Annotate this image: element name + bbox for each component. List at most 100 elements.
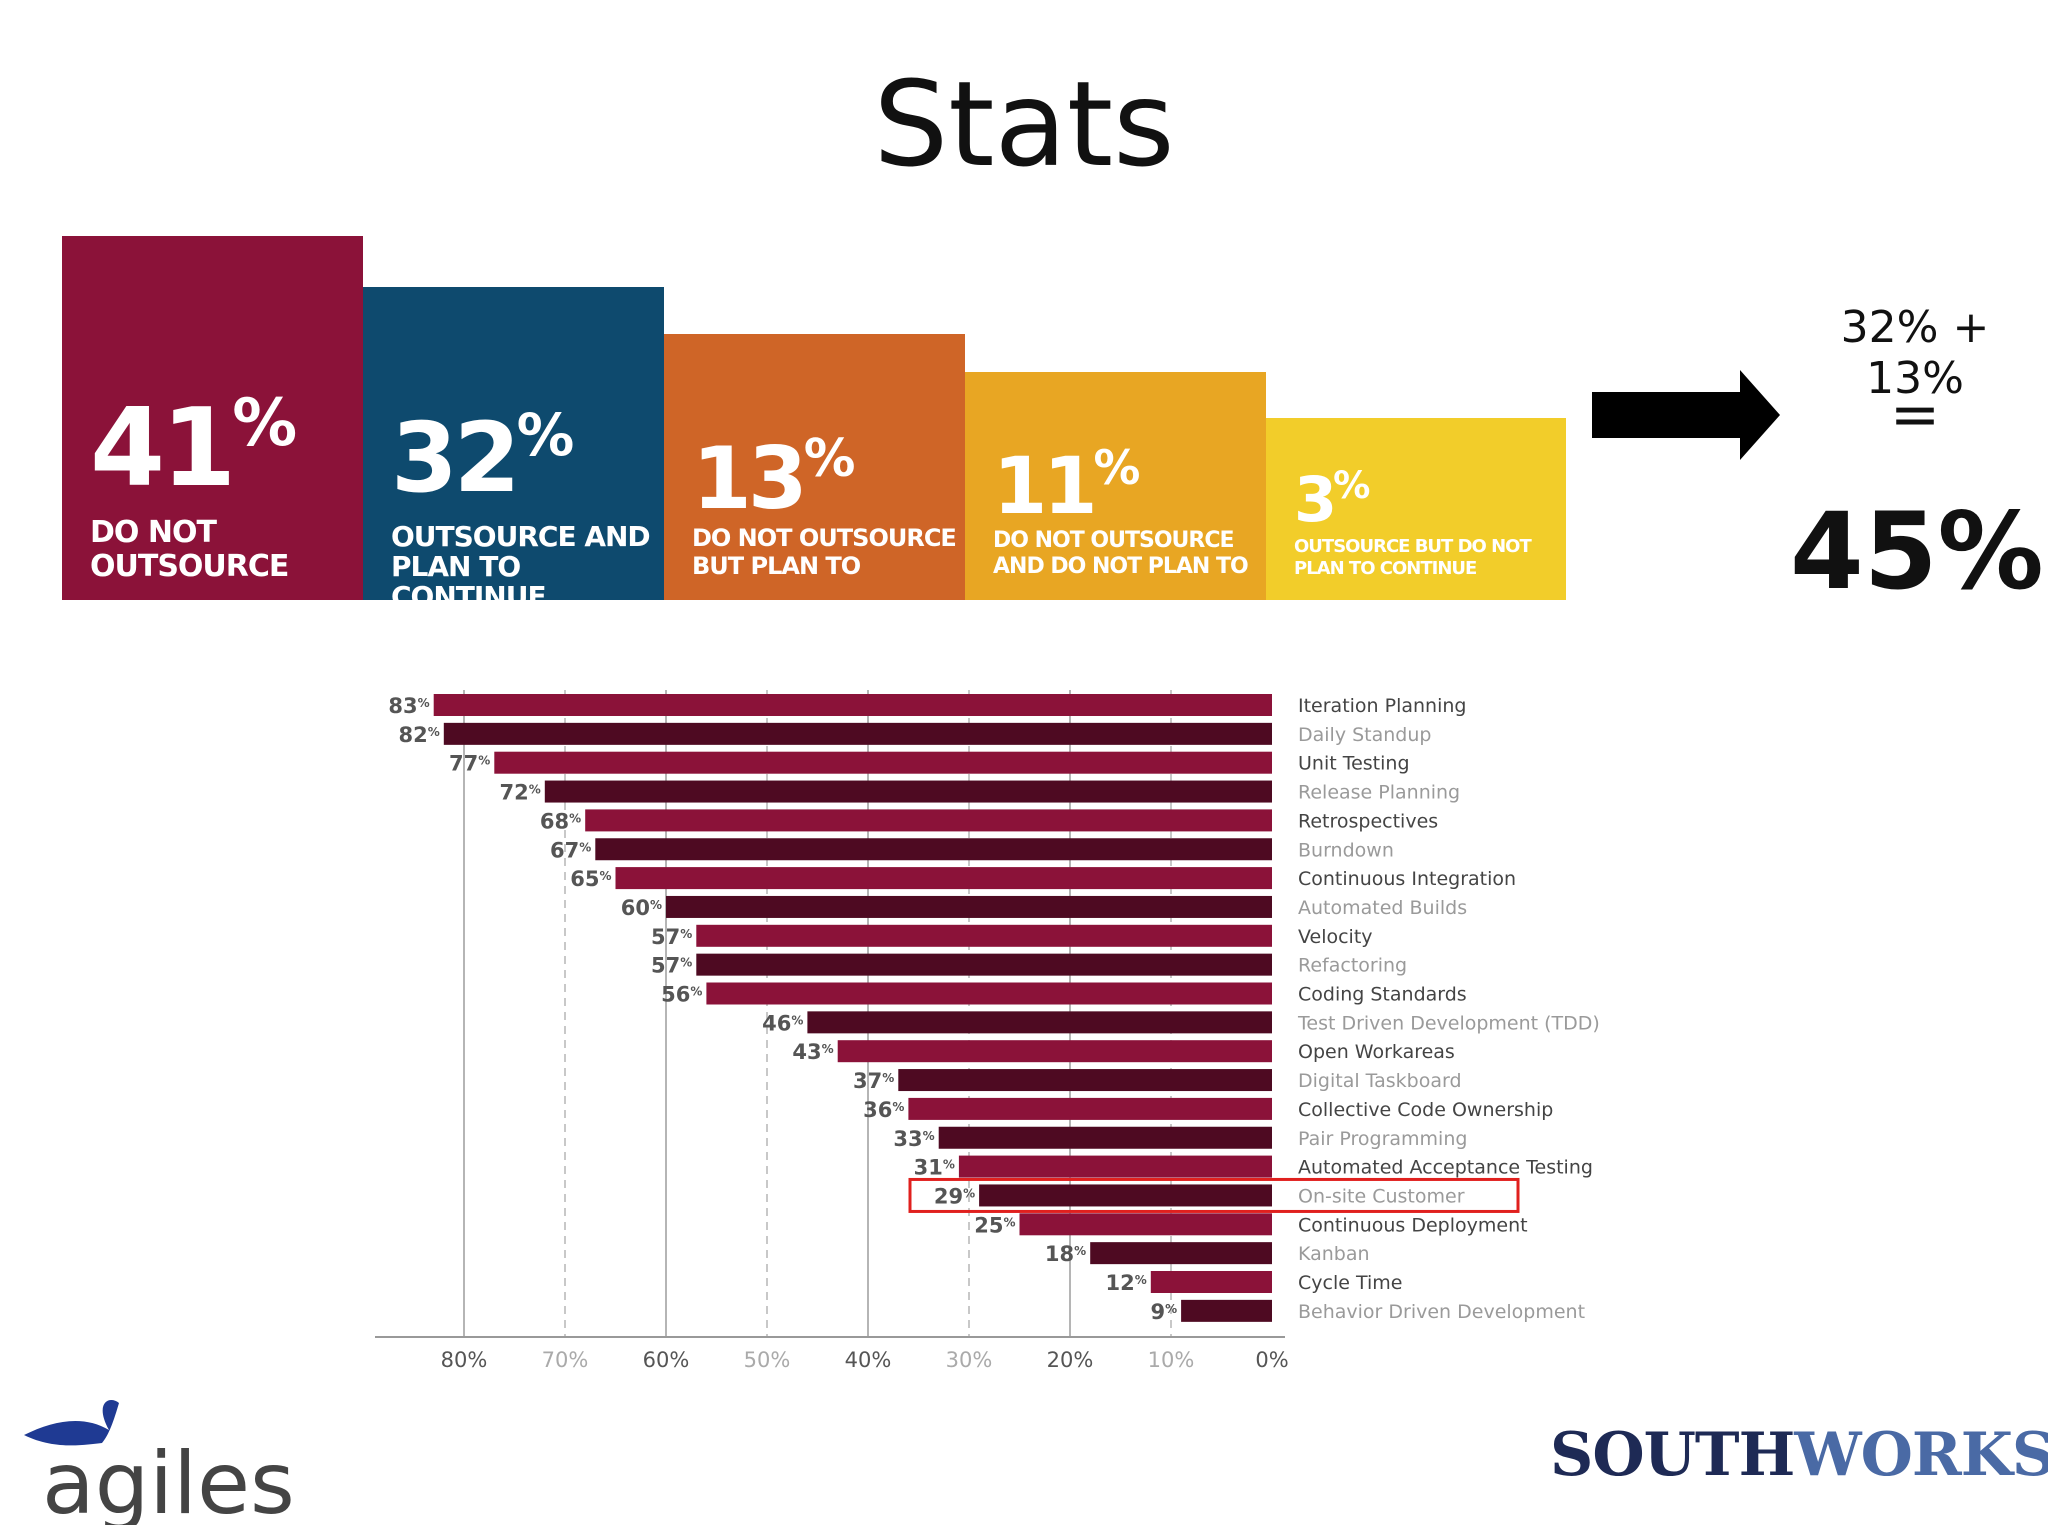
bar <box>433 694 1272 716</box>
bar <box>1181 1299 1272 1322</box>
bar-value-label: 37% <box>853 1069 894 1093</box>
bar-value-label: 9% <box>1150 1300 1177 1324</box>
category-label: Unit Testing <box>1298 753 1410 775</box>
bar-value-label: 33% <box>893 1127 934 1151</box>
bar-value-label: 46% <box>762 1011 803 1035</box>
bar <box>494 751 1272 774</box>
bar <box>585 809 1272 832</box>
bar-value-label: 31% <box>914 1156 955 1180</box>
category-label: Automated Builds <box>1298 897 1467 919</box>
agiles-logo: agiles <box>24 1400 295 1525</box>
axis-tick-label: 20% <box>1047 1348 1094 1372</box>
stat-label: DO NOT OUTSOURCE AND DO NOT PLAN TO <box>993 528 1249 579</box>
category-label: Refactoring <box>1298 955 1407 977</box>
bar-value-label: 83% <box>388 694 429 718</box>
bar-value-label: 57% <box>651 925 692 949</box>
stat-value: 11% <box>993 442 1141 532</box>
bar <box>615 867 1272 890</box>
bar <box>443 722 1272 745</box>
stat-value: 13% <box>692 429 856 529</box>
stat-block-do-not-outsource: 41% DO NOT OUTSOURCE <box>62 236 363 600</box>
bar <box>837 1040 1272 1063</box>
right-arrow-icon <box>1592 370 1780 460</box>
bar <box>938 1126 1272 1149</box>
category-label: Continuous Deployment <box>1298 1214 1528 1236</box>
sum-equals: = <box>1889 380 1941 450</box>
stat-block-plan-to-outsource: 13% DO NOT OUTSOURCE BUT PLAN TO <box>664 334 965 600</box>
bar-value-label: 68% <box>540 809 581 833</box>
bar <box>595 838 1272 861</box>
axis-tick-label: 50% <box>744 1348 791 1372</box>
category-label: Release Planning <box>1298 782 1460 804</box>
stat-label: DO NOT OUTSOURCE BUT PLAN TO <box>692 524 957 580</box>
stat-value: 3% <box>1294 463 1371 536</box>
bar-value-label: 65% <box>570 867 611 891</box>
bar <box>706 982 1272 1005</box>
bar-value-label: 18% <box>1045 1242 1086 1266</box>
bar <box>1090 1242 1272 1265</box>
sum-expression: 32% + 13% <box>1840 302 1990 404</box>
bar-value-label: 12% <box>1106 1271 1147 1295</box>
category-label: Test Driven Development (TDD) <box>1297 1012 1600 1034</box>
bar <box>958 1155 1272 1178</box>
category-label: Iteration Planning <box>1298 695 1466 717</box>
category-label: Daily Standup <box>1298 724 1431 746</box>
bar-value-label: 29% <box>934 1184 975 1208</box>
bar-value-label: 72% <box>500 781 541 805</box>
category-label: Open Workareas <box>1298 1041 1455 1063</box>
category-label: Retrospectives <box>1298 810 1438 832</box>
category-label: Cycle Time <box>1298 1272 1402 1294</box>
bar-value-label: 82% <box>399 723 440 747</box>
category-label: On-site Customer <box>1298 1185 1465 1207</box>
axis-tick-label: 10% <box>1148 1348 1195 1372</box>
category-label: Behavior Driven Development <box>1298 1301 1585 1323</box>
bar <box>908 1097 1272 1120</box>
axis-tick-label: 60% <box>643 1348 690 1372</box>
category-label: Automated Acceptance Testing <box>1298 1157 1593 1179</box>
stat-block-no-plan: 11% DO NOT OUTSOURCE AND DO NOT PLAN TO <box>965 372 1266 600</box>
bar-value-label: 36% <box>863 1098 904 1122</box>
stat-block-stop-outsourcing: 3% OUTSOURCE BUT DO NOT PLAN TO CONTINUE <box>1266 418 1566 600</box>
bar <box>807 1011 1272 1034</box>
bar <box>696 924 1272 947</box>
category-label: Collective Code Ownership <box>1298 1099 1553 1121</box>
agiles-logo-text: agiles <box>42 1434 295 1525</box>
bar <box>1150 1271 1272 1293</box>
stat-value: 41% <box>90 386 298 511</box>
bar-value-label: 25% <box>974 1213 1015 1237</box>
category-label: Burndown <box>1298 839 1394 861</box>
stat-label: OUTSOURCE BUT DO NOT PLAN TO CONTINUE <box>1294 536 1532 579</box>
category-label: Coding Standards <box>1298 984 1467 1006</box>
highlight-box <box>908 1177 1520 1213</box>
bar <box>898 1069 1272 1092</box>
category-label: Digital Taskboard <box>1298 1070 1462 1092</box>
bar-value-label: 67% <box>550 838 591 862</box>
page-title: Stats <box>873 55 1175 193</box>
bar-value-label: 56% <box>661 983 702 1007</box>
sum-total: 45% <box>1790 490 2044 613</box>
bar <box>979 1184 1272 1207</box>
bar-value-label: 43% <box>792 1040 833 1064</box>
bar-value-label: 57% <box>651 954 692 978</box>
category-label: Pair Programming <box>1298 1128 1467 1150</box>
axis-tick-label: 40% <box>845 1348 892 1372</box>
axis-tick-label: 30% <box>946 1348 993 1372</box>
axis-tick-label: 80% <box>441 1348 488 1372</box>
bar <box>544 780 1272 803</box>
category-label: Continuous Integration <box>1298 868 1516 890</box>
stat-label: OUTSOURCE AND PLAN TO CONTINUE <box>391 520 651 601</box>
stat-label: DO NOT OUTSOURCE <box>90 515 289 584</box>
stat-block-outsource-continue: 32% OUTSOURCE AND PLAN TO CONTINUE <box>363 287 664 600</box>
axis-tick-label: 0% <box>1255 1348 1288 1372</box>
category-label: Velocity <box>1298 926 1373 948</box>
bar <box>696 953 1272 976</box>
bar-value-label: 60% <box>621 896 662 920</box>
stat-value: 32% <box>391 402 575 514</box>
practices-bar-chart: 80% 70% 60% 50% 40% 30% 20% 10% 0% 83% Iteration P… <box>375 690 1600 1372</box>
bar-value-label: 77% <box>449 752 490 776</box>
bar <box>666 895 1272 918</box>
axis-tick-label: 70% <box>542 1348 589 1372</box>
bar <box>1019 1213 1272 1236</box>
category-label: Kanban <box>1298 1243 1370 1265</box>
southworks-logo: SOUTHWORKS <box>1550 1420 2048 1490</box>
